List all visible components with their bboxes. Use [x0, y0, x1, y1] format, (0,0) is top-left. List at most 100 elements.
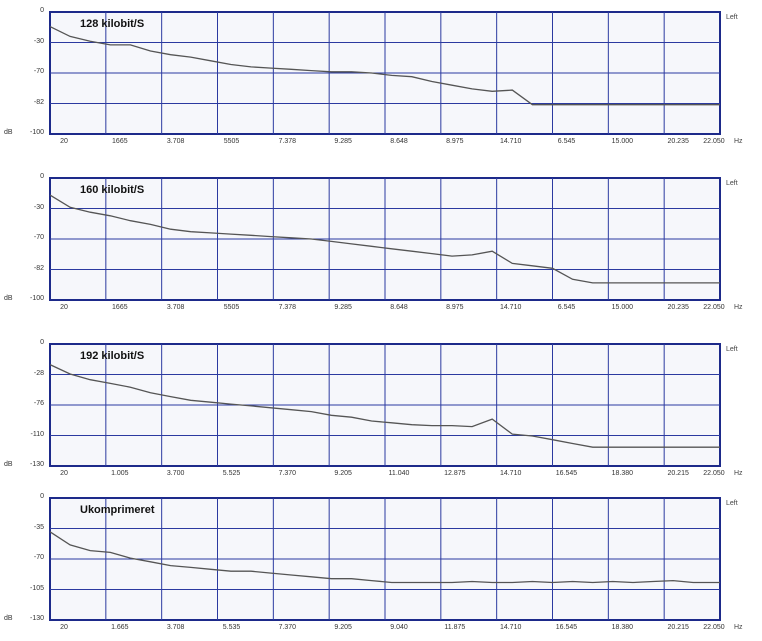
x-tick-label: 1665: [112, 138, 128, 145]
chart-title: 160 kilobit/S: [80, 184, 145, 196]
x-tick-label: 8.648: [390, 304, 408, 311]
chart-svg: [49, 497, 721, 621]
x-tick-label: 15.000: [611, 138, 634, 145]
x-tick-label: 14.710: [499, 624, 522, 631]
y-tick-label: -130: [29, 615, 44, 622]
spectrum-line: [49, 364, 720, 448]
channel-label: Left: [726, 14, 738, 21]
x-tick-label: 3.708: [166, 304, 185, 311]
y-tick-label: -82: [33, 264, 44, 272]
x-tick-label: 1.005: [111, 470, 129, 477]
spectrum-line: [49, 194, 720, 284]
y-tick-label: -70: [33, 554, 44, 561]
x-tick-label: 11.875: [444, 624, 466, 631]
x-unit-label: Hz: [734, 304, 743, 311]
y-tick-label: -110: [30, 430, 45, 438]
x-tick-label: 22.050: [703, 624, 725, 631]
y-tick-label: -100: [29, 129, 44, 136]
x-tick-label: 8.975: [446, 138, 464, 145]
x-tick-label: 18.380: [611, 624, 634, 631]
x-tick-label: 5505: [223, 304, 240, 311]
y-tick-label: -30: [33, 203, 44, 211]
x-tick-label: 16.545: [555, 624, 578, 631]
y-tick-label: 0: [40, 339, 44, 346]
y-tick-label: -70: [33, 234, 44, 241]
x-tick-label: 12.875: [444, 470, 466, 477]
spectrum-chart-1: 128 kilobit/S Left 0 -30 -70 -82 -100 dB 20 1665 3…: [0, 4, 762, 154]
x-tick-label: 18.380: [611, 470, 634, 477]
x-tick-label: 9.285: [334, 304, 352, 311]
x-tick-label: 16.545: [555, 470, 578, 477]
x-tick-label: 3.700: [166, 470, 185, 477]
y-tick-label: 0: [40, 7, 44, 14]
y-tick-label: -130: [29, 461, 44, 468]
x-tick-label: 5.525: [222, 470, 241, 477]
x-tick-label: 5505: [223, 138, 240, 145]
y-tick-label: 0: [40, 173, 44, 180]
x-tick-label: 8.975: [446, 304, 464, 311]
x-tick-label: 20.235: [667, 304, 689, 311]
x-tick-label: 8.648: [390, 138, 408, 145]
chart-title: 128 kilobit/S: [80, 18, 145, 30]
chart-title: 192 kilobit/S: [80, 350, 145, 362]
x-tick-label: 3.708: [166, 138, 185, 145]
x-tick-label: 6.545: [557, 304, 576, 311]
x-tick-label: 14.710: [499, 138, 522, 145]
chart-title: Ukomprimeret: [80, 504, 155, 516]
y-tick-label: -30: [33, 37, 44, 45]
y-tick-label: 0: [40, 493, 44, 500]
x-tick-label: 3.708: [166, 624, 185, 631]
x-tick-label: 22.050: [703, 470, 725, 477]
y-tick-label: -28: [33, 369, 44, 377]
x-tick-label: 11.040: [388, 470, 410, 477]
y-tick-label: -100: [29, 295, 44, 302]
spectrum-chart-3: 192 kilobit/S Left 0 -28 -76 -110 -130 dB 20 1.00…: [0, 336, 762, 486]
channel-label: Left: [726, 346, 738, 353]
spectrum-line: [49, 531, 720, 584]
spectrum-chart-2: 160 kilobit/S Left 0 -30 -70 -82 -100 dB 20 1665 3…: [0, 170, 762, 320]
x-tick-label: 20.235: [667, 138, 689, 145]
x-tick-label: 9.040: [390, 624, 408, 631]
chart-svg: [49, 11, 721, 135]
x-tick-label: 15.000: [611, 304, 634, 311]
spectrum-chart-4: Ukomprimeret Left 0 -35 -70 -105 -130 dB 20 1.665…: [0, 490, 762, 640]
x-tick-label: 22.050: [703, 304, 725, 311]
x-tick-label: 9.205: [334, 624, 352, 631]
y-unit-label: dB: [4, 129, 13, 136]
x-tick-label: 20.215: [667, 624, 689, 631]
channel-label: Left: [726, 500, 738, 507]
spectrum-line: [49, 26, 720, 106]
x-tick-label: 20: [60, 304, 68, 311]
x-tick-label: 5.535: [222, 624, 241, 631]
x-tick-label: 9.285: [334, 138, 352, 145]
x-tick-label: 22.050: [703, 138, 725, 145]
x-unit-label: Hz: [734, 138, 743, 145]
x-tick-label: 7.378: [278, 304, 297, 311]
x-tick-label: 6.545: [557, 138, 576, 145]
x-tick-label: 20: [60, 470, 68, 477]
y-unit-label: dB: [4, 295, 13, 302]
x-tick-label: 7.370: [278, 470, 297, 477]
y-tick-label: -76: [33, 400, 44, 407]
channel-label: Left: [726, 180, 738, 187]
x-unit-label: Hz: [734, 624, 743, 631]
x-tick-label: 1.665: [111, 624, 129, 631]
x-tick-label: 14.710: [499, 470, 522, 477]
y-tick-label: -82: [33, 98, 44, 106]
x-unit-label: Hz: [734, 470, 743, 477]
x-tick-label: 1665: [112, 304, 128, 311]
x-tick-label: 20: [60, 138, 68, 145]
y-tick-label: -70: [33, 68, 44, 75]
y-unit-label: dB: [4, 461, 13, 468]
x-tick-label: 9.205: [334, 470, 352, 477]
x-tick-label: 7.370: [278, 624, 297, 631]
y-tick-label: -105: [29, 584, 44, 592]
x-tick-label: 20: [60, 624, 68, 631]
y-tick-label: -35: [33, 523, 44, 531]
x-tick-label: 20.215: [667, 470, 689, 477]
y-unit-label: dB: [4, 615, 13, 622]
x-tick-label: 7.378: [278, 138, 297, 145]
chart-svg: [49, 177, 721, 301]
x-tick-label: 14.710: [499, 304, 522, 311]
chart-svg: [49, 343, 721, 467]
